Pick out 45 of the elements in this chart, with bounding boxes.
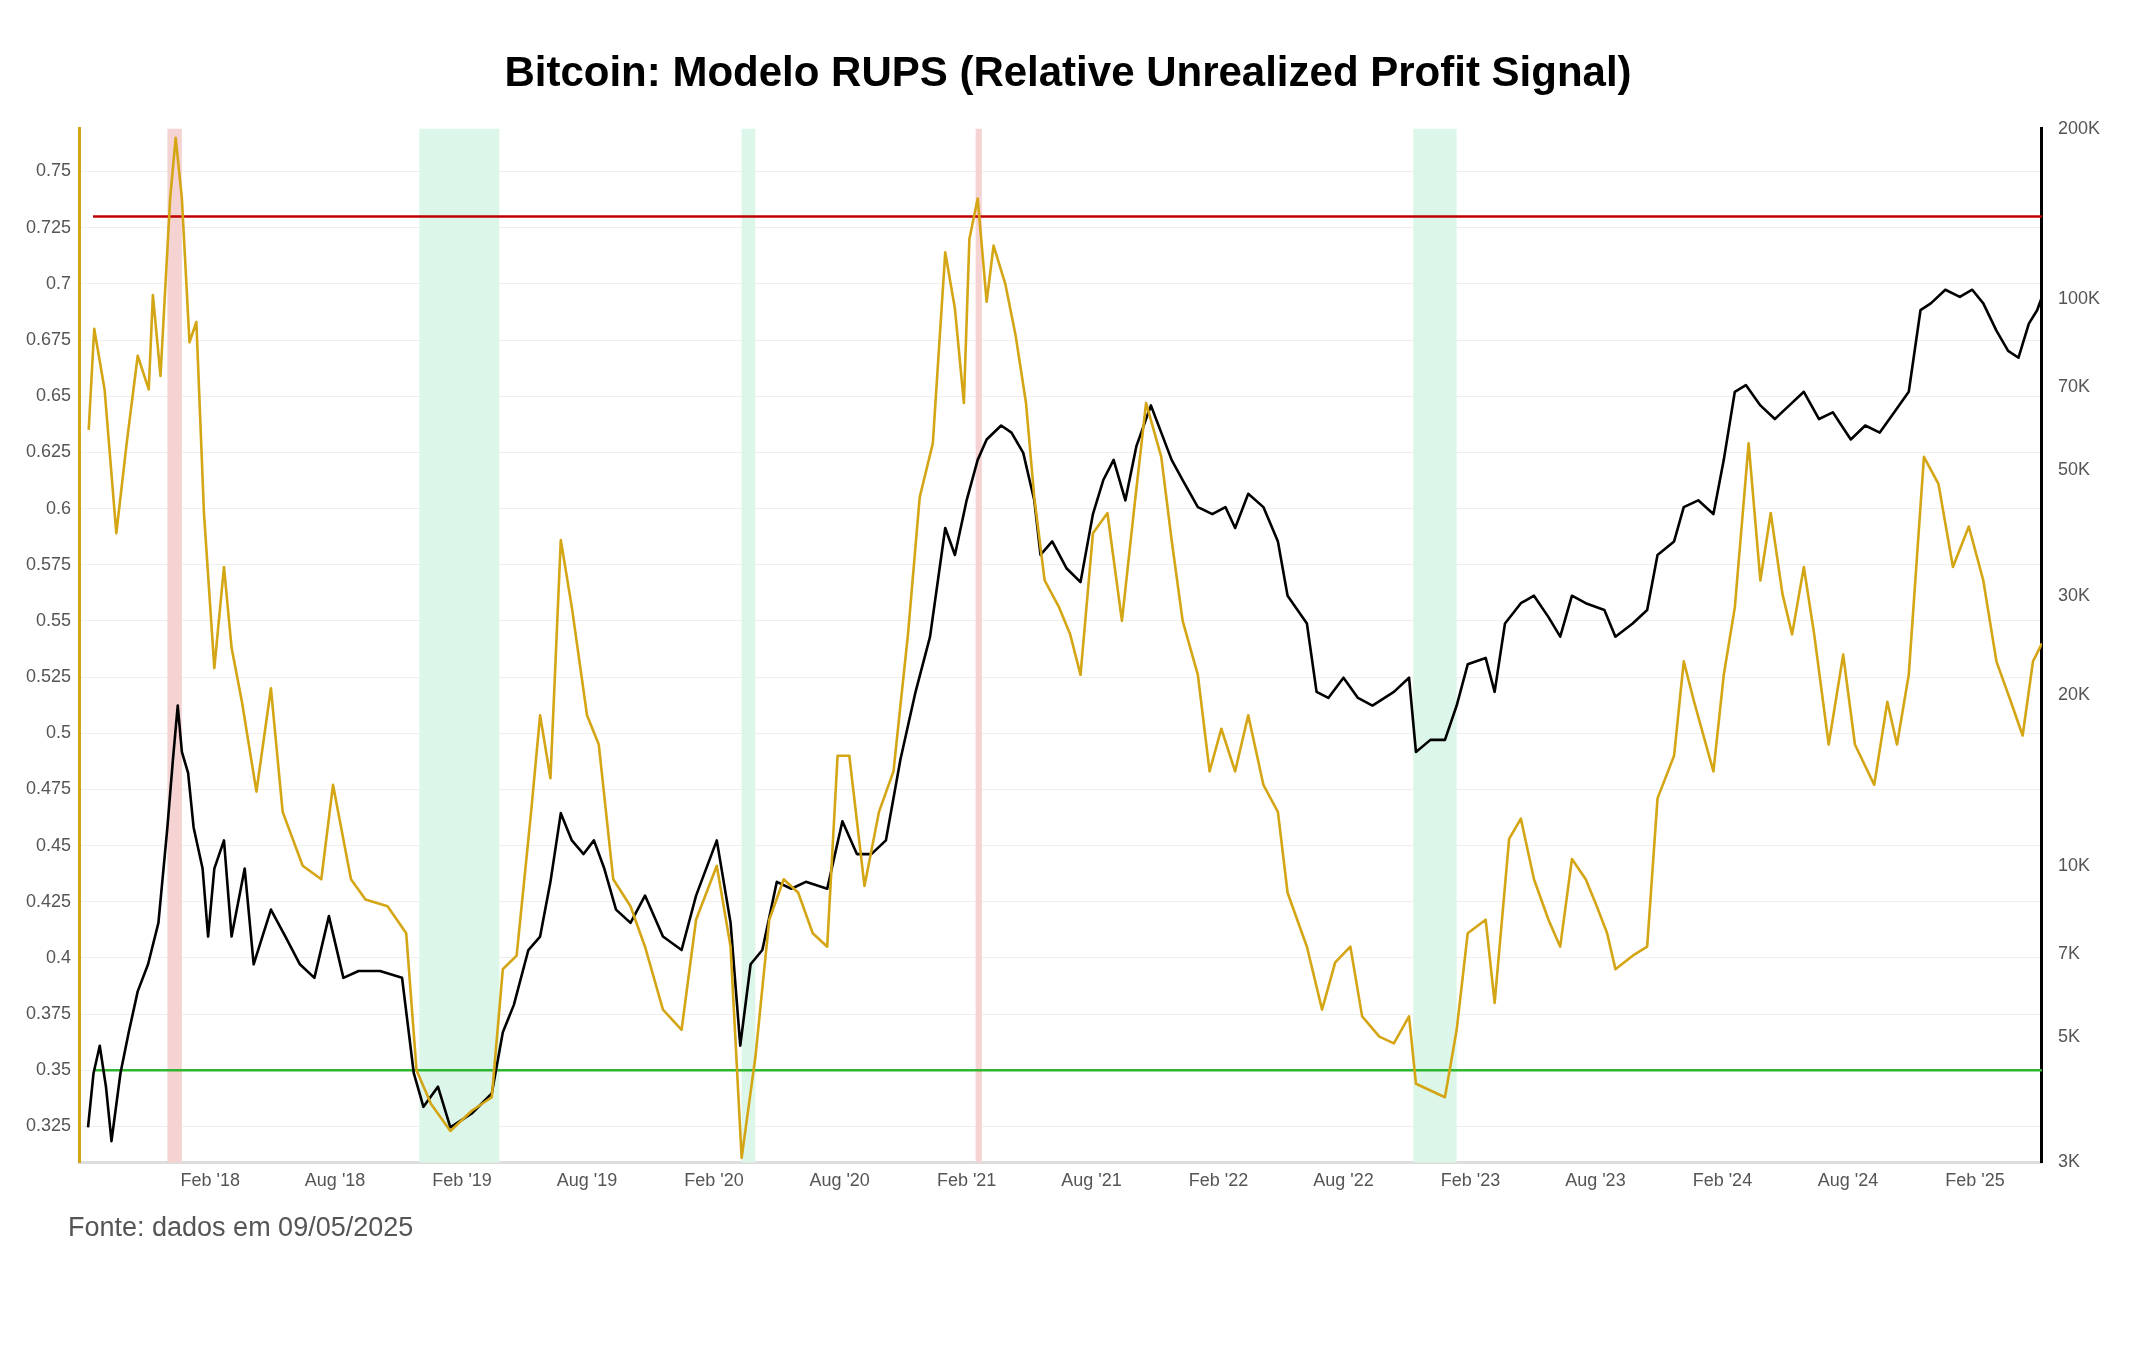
y2-tick-label: 200K [2057, 117, 2101, 138]
y2-tick-label: 10K [2057, 855, 2090, 876]
chart-title: Bitcoin: Modelo RUPS (Relative Unrealized Profit Signal) [503, 47, 1633, 97]
y2-tick-label: 100K [2057, 288, 2101, 309]
y-tick-label: 0.375 [26, 1003, 72, 1024]
source-note: Fonte: dados em 09/05/2025 [67, 1211, 415, 1243]
y-tick-label: 0.325 [26, 1115, 72, 1136]
x-tick-label: Aug '24 [1817, 1170, 1879, 1191]
y2-tick-label: 7K [2057, 942, 2080, 963]
x-tick-label: Aug '22 [1313, 1170, 1374, 1191]
x-tick-label: Feb '20 [684, 1170, 744, 1191]
y2-tick-label: 5K [2057, 1025, 2080, 1046]
y2-tick-label: 50K [2057, 458, 2090, 479]
x-tick-label: Feb '19 [432, 1170, 492, 1191]
y-tick-label: 0.7 [46, 272, 72, 293]
x-tick-label: Aug '23 [1565, 1170, 1626, 1191]
y-tick-label: 0.725 [26, 216, 72, 237]
x-tick-label: Feb '25 [1945, 1170, 2005, 1191]
y-tick-label: 0.6 [46, 497, 72, 518]
y-tick-label: 0.45 [36, 834, 72, 855]
y-tick-label: 0.65 [36, 385, 72, 406]
x-tick-label: Feb '18 [180, 1170, 240, 1191]
y-tick-label: 0.75 [36, 160, 72, 181]
x-tick-label: Aug '19 [556, 1170, 618, 1191]
y2-tick-label: 70K [2057, 376, 2090, 397]
y-tick-label: 0.475 [26, 778, 72, 799]
x-tick-label: Feb '21 [936, 1170, 997, 1191]
x-tick-label: Aug '21 [1061, 1170, 1122, 1191]
y2-tick-label: 3K [2057, 1151, 2080, 1172]
x-tick-label: Feb '23 [1440, 1170, 1501, 1191]
y2-tick-label: 20K [2057, 684, 2090, 705]
y2-tick-label: 30K [2057, 584, 2090, 605]
x-tick-label: Feb '24 [1692, 1170, 1753, 1191]
y-tick-label: 0.425 [26, 890, 72, 911]
y-tick-label: 0.675 [26, 328, 72, 349]
y-tick-label: 0.625 [26, 441, 72, 462]
y-tick-label: 0.55 [36, 609, 72, 630]
y-tick-label: 0.575 [26, 553, 72, 574]
y-tick-label: 0.525 [26, 666, 72, 687]
x-tick-label: Aug '18 [304, 1170, 366, 1191]
y-tick-label: 0.4 [46, 946, 72, 967]
x-tick-label: Aug '20 [809, 1170, 870, 1191]
y-tick-label: 0.35 [36, 1059, 72, 1080]
x-tick-label: Feb '22 [1188, 1170, 1249, 1191]
y-tick-label: 0.5 [46, 722, 72, 743]
